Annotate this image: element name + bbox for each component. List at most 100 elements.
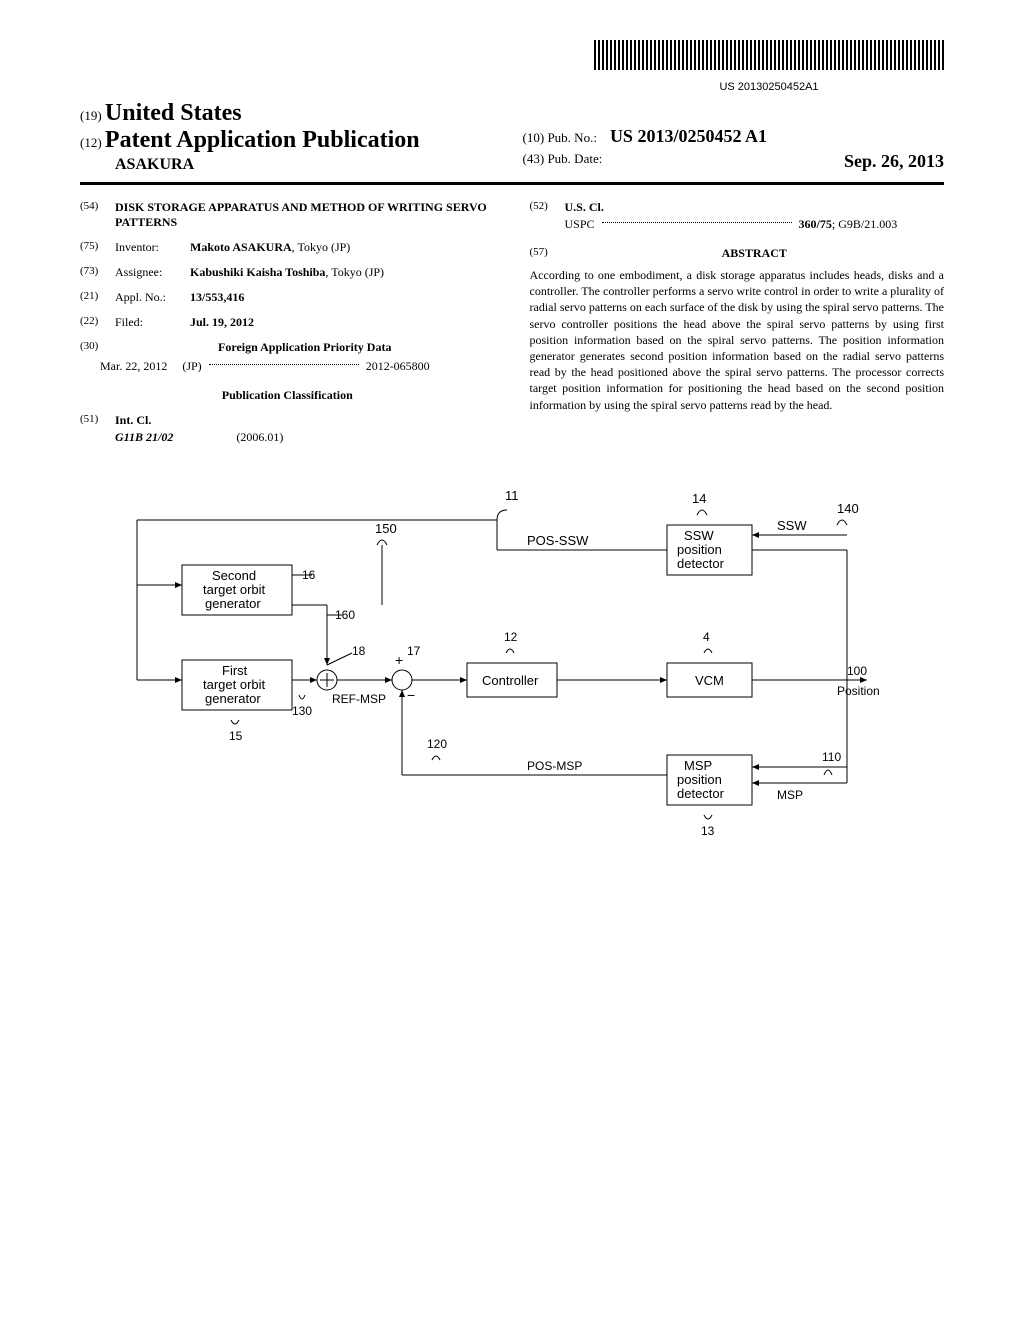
- pubno-value: US 2013/0250452 A1: [610, 126, 767, 146]
- label-110: 110: [822, 750, 841, 764]
- pubdate-line: (43) Pub. Date: Sep. 26, 2013: [523, 151, 944, 167]
- abstract-text: According to one embodiment, a disk stor…: [530, 267, 945, 413]
- inventor-value: Makoto ASAKURA, Tokyo (JP): [190, 240, 495, 255]
- label-mspbox-2: position: [677, 772, 722, 787]
- label-15: 15: [229, 729, 243, 743]
- label-14: 14: [692, 491, 706, 506]
- label-first-2: target orbit: [203, 677, 266, 692]
- pub-title: Patent Application Publication: [105, 127, 420, 153]
- filed-row: (22) Filed: Jul. 19, 2012: [80, 315, 495, 330]
- assignee-row: (73) Assignee: Kabushiki Kaisha Toshiba,…: [80, 265, 495, 280]
- label-mspbox-1: MSP: [684, 758, 712, 773]
- uscl-value-row: USPC 360/75; G9B/21.003: [565, 217, 945, 232]
- label-13: 13: [701, 824, 715, 838]
- appl-row: (21) Appl. No.: 13/553,416: [80, 290, 495, 305]
- abstract-heading-row: (57) ABSTRACT: [530, 246, 945, 261]
- priority-heading: Foreign Application Priority Data: [115, 340, 495, 355]
- label-130: 130: [292, 704, 312, 718]
- label-sswbox-1: SSW: [684, 528, 714, 543]
- priority-heading-row: (30) Foreign Application Priority Data: [80, 340, 495, 355]
- appl-value: 13/553,416: [190, 290, 495, 305]
- label-controller: Controller: [482, 673, 539, 688]
- label-12: 12: [504, 630, 518, 644]
- pubno-label: Pub. No.:: [547, 130, 596, 145]
- pubno-line: (10) Pub. No.: US 2013/0250452 A1: [523, 126, 944, 147]
- intcl-row: (51) Int. Cl.: [80, 413, 495, 428]
- dotfill: [209, 364, 359, 365]
- label-first-3: generator: [205, 691, 261, 706]
- appl-num: (21): [80, 290, 115, 305]
- intcl-date: (2006.01): [236, 430, 283, 444]
- abstract-num: (57): [530, 246, 565, 261]
- label-150: 150: [375, 521, 397, 536]
- intcl-num: (51): [80, 413, 115, 428]
- priority-row: Mar. 22, 2012 (JP) 2012-065800: [100, 359, 495, 374]
- uscl-heading-row: (52) U.S. Cl.: [530, 200, 945, 215]
- dotfill2: [602, 222, 792, 223]
- label-refmsp: REF-MSP: [332, 692, 386, 706]
- filed-value: Jul. 19, 2012: [190, 315, 495, 330]
- pub-num: (12): [80, 135, 102, 150]
- title-num: (54): [80, 200, 115, 230]
- assignee-loc: , Tokyo (JP): [325, 265, 384, 279]
- label-140: 140: [837, 501, 859, 516]
- label-second-3: generator: [205, 596, 261, 611]
- pubdate-label: Pub. Date:: [547, 151, 602, 166]
- label-position: Position: [837, 684, 880, 698]
- priority-date: Mar. 22, 2012: [100, 359, 167, 373]
- uscl-num: (52): [530, 200, 565, 215]
- invention-title: DISK STORAGE APPARATUS AND METHOD OF WRI…: [115, 200, 495, 230]
- inventor-row: (75) Inventor: Makoto ASAKURA, Tokyo (JP…: [80, 240, 495, 255]
- label-ssw: SSW: [777, 518, 807, 533]
- assignee-name: Kabushiki Kaisha Toshiba: [190, 265, 325, 279]
- intcl-label: Int. Cl.: [115, 413, 495, 428]
- assignee-num: (73): [80, 265, 115, 280]
- label-vcm: VCM: [695, 673, 724, 688]
- barcode-number: US 20130250452A1: [594, 81, 944, 93]
- barcode-section: US 20130250452A1: [80, 40, 944, 95]
- block-diagram: 11 POS-SSW SSW position detector 14 SSW …: [127, 485, 897, 855]
- label-4: 4: [703, 630, 710, 644]
- label-first-1: First: [222, 663, 248, 678]
- label-11: 11: [505, 488, 519, 503]
- title-row: (54) DISK STORAGE APPARATUS AND METHOD O…: [80, 200, 495, 230]
- label-msp: MSP: [777, 788, 803, 802]
- pubdate-value: Sep. 26, 2013: [844, 151, 944, 172]
- label-second-2: target orbit: [203, 582, 266, 597]
- filed-label: Filed:: [115, 315, 190, 330]
- inventor-name: Makoto ASAKURA: [190, 240, 292, 254]
- svg-text:+: +: [395, 652, 403, 668]
- label-120: 120: [427, 737, 447, 751]
- country-line: (19) United States: [80, 100, 523, 127]
- header-right: (10) Pub. No.: US 2013/0250452 A1 (43) P…: [523, 100, 944, 174]
- abstract-heading: ABSTRACT: [565, 246, 945, 261]
- priority-country: (JP): [182, 359, 201, 373]
- intcl-value-row: G11B 21/02 (2006.01): [115, 430, 495, 445]
- country-name: United States: [105, 100, 242, 126]
- priority-num: (30): [80, 340, 115, 355]
- label-100: 100: [847, 664, 867, 678]
- filed-num: (22): [80, 315, 115, 330]
- classification-heading: Publication Classification: [80, 388, 495, 403]
- label-18: 18: [352, 644, 366, 658]
- uscl-prefix: USPC: [565, 217, 595, 231]
- divider: [80, 182, 944, 185]
- label-posssw: POS-SSW: [527, 533, 589, 548]
- label-16: 16: [302, 568, 316, 582]
- barcode-graphic: [594, 40, 944, 70]
- header-left: (19) United States (12) Patent Applicati…: [80, 100, 523, 174]
- label-160: 160: [335, 608, 355, 622]
- uscl-label: U.S. Cl.: [565, 200, 945, 215]
- label-second-1: Second: [212, 568, 256, 583]
- header: (19) United States (12) Patent Applicati…: [80, 100, 944, 174]
- label-17: 17: [407, 644, 421, 658]
- pubdate-num: (43): [523, 151, 545, 166]
- country-num: (19): [80, 108, 102, 123]
- content-left: (54) DISK STORAGE APPARATUS AND METHOD O…: [80, 200, 495, 445]
- inventor-num: (75): [80, 240, 115, 255]
- svg-text:−: −: [407, 687, 415, 703]
- inventor-label: Inventor:: [115, 240, 190, 255]
- label-posmsp: POS-MSP: [527, 759, 582, 773]
- uscl-val-bold: 360/75: [799, 217, 832, 231]
- assignee-value: Kabushiki Kaisha Toshiba, Tokyo (JP): [190, 265, 495, 280]
